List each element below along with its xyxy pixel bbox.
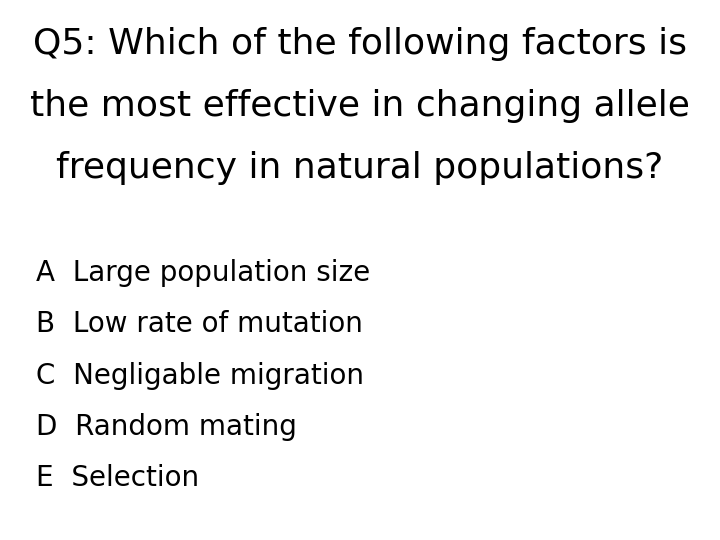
Text: C  Negligable migration: C Negligable migration [36,362,364,390]
Text: A  Large population size: A Large population size [36,259,370,287]
Text: E  Selection: E Selection [36,464,199,492]
Text: D  Random mating: D Random mating [36,413,297,441]
Text: B  Low rate of mutation: B Low rate of mutation [36,310,363,339]
Text: Q5: Which of the following factors is: Q5: Which of the following factors is [33,27,687,61]
Text: frequency in natural populations?: frequency in natural populations? [56,151,664,185]
Text: the most effective in changing allele: the most effective in changing allele [30,89,690,123]
